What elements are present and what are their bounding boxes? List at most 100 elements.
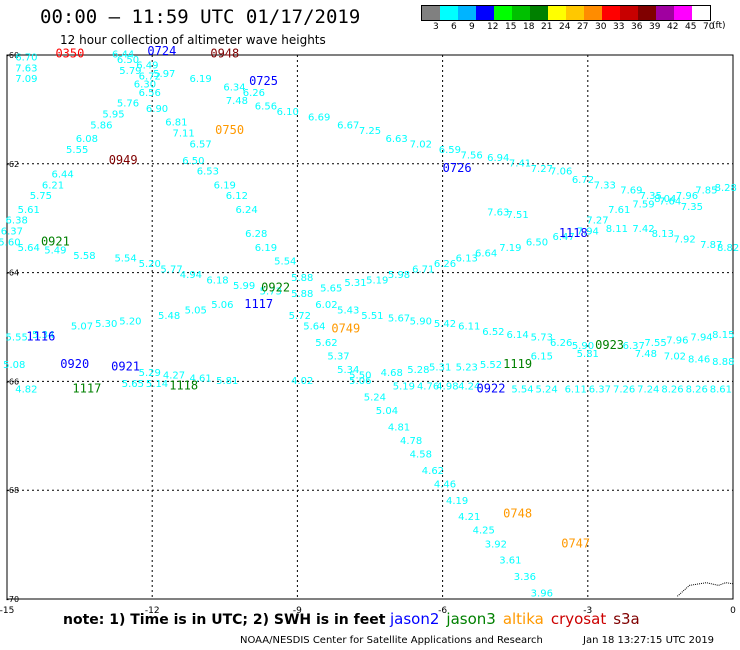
swh-value: 6.12 (226, 191, 248, 202)
swh-value: 7.69 (620, 186, 642, 197)
swh-value: 7.24 (637, 384, 659, 395)
swh-value: 6.11 (458, 322, 480, 333)
legend-swatch-label: 70 (703, 22, 715, 32)
swh-value: 8.88 (712, 357, 734, 368)
swh-value: 6.49 (136, 61, 158, 72)
pass-time-label: 0922 (477, 381, 506, 395)
swh-value: 4.58 (410, 450, 432, 461)
lon-tick-label: -9 (293, 606, 302, 616)
lon-tick-label: -15 (0, 606, 14, 616)
swh-value: 3.36 (514, 572, 536, 583)
swh-value: 5.62 (315, 338, 337, 349)
swh-value: 8.15 (712, 330, 734, 341)
swh-value: 7.19 (499, 243, 521, 254)
swh-value: 6.44 (52, 169, 74, 180)
swh-value: 7.25 (359, 126, 381, 137)
lon-tick-label: -12 (145, 606, 160, 616)
swh-value: 5.51 (361, 311, 383, 322)
swh-value: 7.94 (690, 333, 712, 344)
swh-value: 6.56 (139, 88, 161, 99)
swh-value: 5.65 (122, 379, 144, 390)
satellite-legend: jason2 jason3 altika cryosat s3a (390, 609, 647, 629)
swh-value: 4.19 (446, 496, 468, 507)
swh-value: 5.06 (211, 300, 233, 311)
swh-value: 6.52 (482, 327, 504, 338)
swh-value: 5.90 (410, 316, 432, 327)
swh-value: 6.67 (337, 120, 359, 131)
legend-swatch (566, 6, 584, 20)
legend-swatch-label: 9 (469, 22, 475, 32)
swh-value: 7.35 (640, 191, 662, 202)
swh-value: 5.81 (216, 376, 238, 387)
swh-value: 5.30 (95, 319, 117, 330)
swh-value: 7.41 (509, 159, 531, 170)
swh-value: 4.82 (15, 384, 37, 395)
legend-swatch (584, 6, 602, 20)
pass-time-label: 1118 (169, 379, 198, 393)
swh-value: 7.59 (632, 199, 654, 210)
swh-value: 6.26 (243, 88, 265, 99)
swh-value: 5.34 (337, 365, 359, 376)
swh-value: 5.86 (90, 120, 112, 131)
swh-value: 6.19 (214, 180, 236, 191)
legend-swatch-label: 6 (451, 22, 457, 32)
swh-value: 5.98 (388, 270, 410, 281)
pass-time-label: 0748 (503, 506, 532, 520)
swh-value: 4.02 (291, 376, 313, 387)
swh-value: 5.95 (102, 110, 124, 121)
legend-swatch (620, 6, 638, 20)
legend-swatch (674, 6, 692, 20)
legend-swatch-label: 27 (577, 22, 589, 32)
legend-unit: (ft) (712, 21, 726, 31)
swh-value: 6.63 (385, 134, 407, 145)
swh-value: 7.85 (695, 186, 717, 197)
lon-tick-label: -6 (438, 606, 447, 616)
legend-swatch-label: 39 (649, 22, 661, 32)
swh-value: 7.27 (586, 216, 608, 227)
swh-value: 7.27 (531, 164, 553, 175)
swh-value: 5.81 (577, 349, 599, 360)
swh-value: 4.68 (381, 368, 403, 379)
satellite-label-jason2: jason2 (390, 610, 440, 628)
swh-value: 8.26 (661, 384, 683, 395)
swh-value: 5.31 (344, 278, 366, 289)
pass-time-label: 0949 (109, 153, 138, 167)
swh-value: 5.08 (3, 360, 25, 371)
swh-value: 5.24 (364, 392, 386, 403)
swh-value: 5.73 (260, 286, 282, 297)
swh-value: 5.65 (320, 284, 342, 295)
legend-swatch (440, 6, 458, 20)
swh-value: 7.64 (659, 197, 681, 208)
pass-time-label: 0747 (561, 536, 590, 550)
swh-value: 5.24 (536, 384, 558, 395)
swh-value: 5.76 (117, 99, 139, 110)
swh-value: 7.87 (700, 240, 722, 251)
swh-value: 7.48 (635, 349, 657, 360)
legend-swatch-label: 30 (595, 22, 607, 32)
pass-time-label: 0750 (215, 123, 244, 137)
swh-value: 4.21 (458, 512, 480, 523)
swh-value: 5.58 (73, 251, 95, 262)
pass-time-label: 0724 (147, 44, 176, 58)
swh-value: 5.28 (407, 365, 429, 376)
swh-value: 7.63 (15, 63, 37, 74)
swh-value: 6.19 (189, 74, 211, 85)
legend-swatch (494, 6, 512, 20)
swh-value: 6.37 (623, 341, 645, 352)
swh-value: 7.35 (681, 202, 703, 213)
map-subtitle: 12 hour collection of altimeter wave hei… (60, 33, 326, 47)
pass-time-label: 0749 (331, 321, 360, 335)
map-title: 00:00 – 11:59 UTC 01/17/2019 (40, 6, 361, 28)
swh-value: 5.64 (303, 322, 325, 333)
swh-value: 5.79 (119, 66, 141, 77)
swh-value: 6.47 (552, 232, 574, 243)
swh-value: 8.11 (606, 224, 628, 235)
swh-value: 5.88 (291, 273, 313, 284)
swh-value: 5.48 (158, 311, 180, 322)
swh-value: 5.20 (119, 316, 141, 327)
swh-value: 8.82 (717, 243, 739, 254)
swh-value: 7.11 (173, 129, 195, 140)
swh-value: 6.15 (531, 352, 553, 363)
swh-value: 5.20 (139, 259, 161, 270)
